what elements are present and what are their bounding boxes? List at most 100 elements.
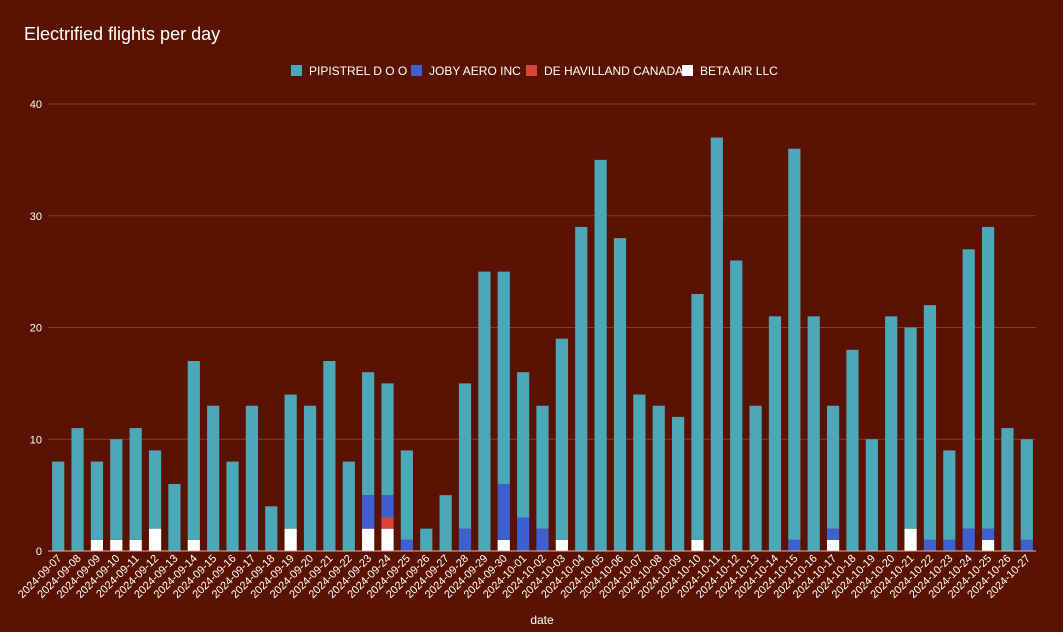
bar-segment xyxy=(187,361,200,540)
bar-segment xyxy=(904,528,917,551)
x-axis-title: date xyxy=(530,613,554,627)
legend-swatch xyxy=(526,65,537,76)
bar-segment xyxy=(400,539,413,551)
legend-label: DE HAVILLAND CANADA xyxy=(544,64,683,78)
bar-segment xyxy=(497,483,510,540)
bar-segment xyxy=(981,539,995,551)
bar-segment xyxy=(672,416,685,551)
bar-segment xyxy=(613,238,627,551)
bar-segment xyxy=(362,528,375,551)
bar-segment xyxy=(1001,428,1014,551)
bar-segment xyxy=(826,405,840,529)
bar-segment xyxy=(652,405,665,551)
bar-segment xyxy=(555,539,568,551)
bar-segment xyxy=(575,226,588,552)
bar-segment xyxy=(807,316,820,551)
bar-segment xyxy=(768,316,782,551)
bar-segment xyxy=(904,327,917,529)
bars xyxy=(52,137,1033,552)
bar-segment xyxy=(284,394,297,529)
bar-segment xyxy=(749,405,762,551)
bar-segment xyxy=(923,305,937,540)
chart-title: Electrified flights per day xyxy=(24,24,220,44)
bar-segment xyxy=(962,249,975,529)
bar-segment xyxy=(168,483,181,551)
bar-segment xyxy=(110,439,123,540)
bar-segment xyxy=(826,528,840,540)
bar-segment xyxy=(439,495,452,551)
bar-segment xyxy=(90,461,104,540)
bar-segment xyxy=(226,461,239,551)
bar-segment xyxy=(362,495,375,529)
bar-segment xyxy=(342,461,355,551)
bar-segment xyxy=(885,316,898,551)
bar-segment xyxy=(594,159,607,551)
bar-segment xyxy=(497,539,510,551)
bar-segment xyxy=(148,528,162,551)
y-tick-label: 20 xyxy=(30,323,42,335)
y-tick-label: 40 xyxy=(30,99,42,111)
legend-label: PIPISTREL D O O xyxy=(309,64,407,78)
bar-segment xyxy=(458,383,472,529)
bar-segment xyxy=(943,539,956,551)
legend-swatch xyxy=(411,65,422,76)
bar-segment xyxy=(71,428,84,551)
bar-segment xyxy=(1020,439,1033,540)
bar-segment xyxy=(555,338,568,540)
bar-segment xyxy=(90,539,104,551)
bar-segment xyxy=(187,539,200,551)
bar-segment xyxy=(110,539,123,551)
bar-segment xyxy=(129,428,142,540)
bar-segment xyxy=(710,137,723,551)
bar-segment xyxy=(536,405,549,529)
bar-segment xyxy=(303,405,317,551)
legend-swatch xyxy=(291,65,302,76)
bar-segment xyxy=(826,539,840,551)
legend: PIPISTREL D O O JOBY AERO INC DE HAVILLAND… xyxy=(291,64,778,78)
bar-segment xyxy=(284,528,297,551)
bar-segment xyxy=(517,372,530,518)
bar-segment xyxy=(148,450,162,529)
y-tick-label: 30 xyxy=(30,211,42,223)
bar-segment xyxy=(981,528,995,540)
legend-label: JOBY AERO INC xyxy=(429,64,521,78)
bar-segment xyxy=(400,450,413,540)
bar-segment xyxy=(245,405,259,551)
legend-label: BETA AIR LLC xyxy=(700,64,778,78)
bar-segment xyxy=(381,528,394,551)
bar-segment xyxy=(517,517,530,551)
bar-segment xyxy=(691,539,704,551)
bar-segment xyxy=(52,461,65,551)
bar-segment xyxy=(323,361,336,551)
bar-segment xyxy=(943,450,956,540)
bar-segment xyxy=(633,394,646,551)
bar-segment xyxy=(265,506,278,551)
bar-segment xyxy=(1020,539,1033,551)
x-axis-ticks: 2024-09-072024-09-082024-09-092024-09-10… xyxy=(16,553,1033,601)
bar-segment xyxy=(420,528,433,551)
bar-segment xyxy=(362,372,375,496)
bar-segment xyxy=(923,539,937,551)
bar-segment xyxy=(497,271,510,484)
bar-segment xyxy=(381,517,394,529)
bar-segment xyxy=(981,226,995,529)
bar-segment xyxy=(458,528,472,551)
bar-segment xyxy=(788,539,801,551)
y-tick-label: 0 xyxy=(36,546,42,558)
bar-segment xyxy=(846,349,859,551)
bar-segment xyxy=(207,405,220,551)
bar-segment xyxy=(962,528,975,551)
bar-segment xyxy=(478,271,491,551)
bar-segment xyxy=(865,439,878,551)
bar-segment xyxy=(129,539,142,551)
bar-segment xyxy=(730,260,743,551)
y-axis-ticks: 0 10 20 30 40 xyxy=(30,99,42,558)
bar-segment xyxy=(691,293,704,540)
legend-swatch xyxy=(682,65,693,76)
bar-segment xyxy=(788,148,801,540)
bar-segment xyxy=(536,528,549,551)
y-tick-label: 10 xyxy=(30,434,42,446)
bar-segment xyxy=(381,495,394,518)
bar-segment xyxy=(381,383,394,496)
